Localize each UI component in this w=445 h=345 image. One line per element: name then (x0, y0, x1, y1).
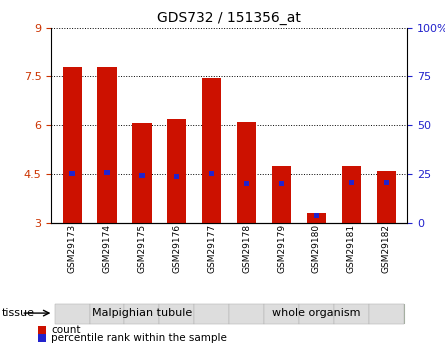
Bar (69, 171, 75, 176)
Bar (55, 304, 229, 323)
Bar (97, 67, 117, 223)
Text: whole organism: whole organism (272, 308, 361, 318)
Bar (369, 304, 404, 324)
Bar (202, 78, 221, 223)
Bar (229, 304, 404, 323)
Bar (159, 304, 194, 324)
Bar (279, 181, 284, 186)
Bar (299, 304, 334, 324)
Bar (244, 181, 249, 186)
Bar (349, 180, 354, 185)
Bar (307, 213, 326, 223)
Bar (38, 326, 46, 334)
Bar (132, 124, 151, 223)
Bar (105, 170, 109, 175)
Bar (376, 170, 396, 223)
Bar (384, 180, 389, 185)
Bar (314, 213, 319, 218)
Bar (55, 304, 89, 324)
Bar (174, 174, 179, 179)
Bar (62, 67, 82, 223)
Bar (264, 304, 299, 324)
Bar (55, 304, 404, 323)
Bar (38, 334, 46, 342)
Bar (342, 166, 361, 223)
Bar (194, 304, 229, 324)
Bar (167, 119, 186, 223)
Text: tissue: tissue (2, 308, 35, 318)
Bar (272, 166, 291, 223)
Bar (139, 173, 145, 178)
Bar (209, 171, 214, 176)
Bar (229, 304, 264, 324)
Text: percentile rank within the sample: percentile rank within the sample (51, 333, 227, 343)
Title: GDS732 / 151356_at: GDS732 / 151356_at (157, 11, 301, 25)
Bar (125, 304, 159, 324)
Bar (334, 304, 369, 324)
Bar (237, 122, 256, 223)
Text: Malpighian tubule: Malpighian tubule (92, 308, 192, 318)
Bar (89, 304, 125, 324)
Text: count: count (51, 325, 81, 335)
